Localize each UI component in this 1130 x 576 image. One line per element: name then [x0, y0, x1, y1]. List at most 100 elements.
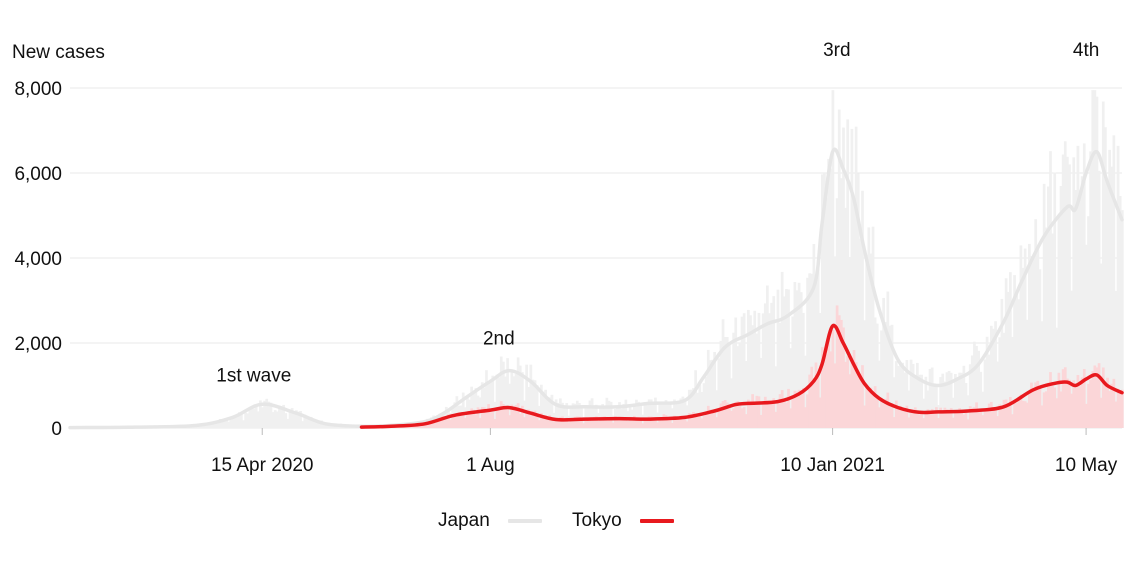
daily-bar: [556, 420, 560, 428]
wave-label: 1st wave: [216, 365, 291, 386]
wave-annotations: 1st wave 2nd 3rd 4th: [216, 40, 1099, 386]
daily-bar: [759, 414, 763, 428]
daily-bar: [873, 317, 877, 428]
daily-bar: [516, 403, 520, 428]
daily-bar: [1015, 291, 1019, 428]
daily-bar: [787, 388, 790, 428]
daily-bar: [852, 350, 856, 428]
daily-bar: [723, 337, 727, 428]
daily-bar: [772, 398, 776, 428]
daily-bar: [983, 359, 987, 428]
daily-bar: [732, 408, 735, 428]
daily-bar: [1089, 379, 1092, 428]
daily-bar: [1061, 154, 1065, 428]
daily-bar: [816, 373, 820, 428]
daily-bar: [307, 418, 311, 428]
daily-bar: [920, 374, 923, 428]
daily-bar: [985, 410, 989, 428]
daily-bar: [742, 407, 746, 428]
daily-bar: [1099, 397, 1103, 428]
daily-bar: [280, 408, 283, 428]
daily-bar: [785, 402, 788, 428]
daily-bar: [806, 277, 809, 428]
daily-bar: [248, 408, 252, 428]
daily-bar: [1114, 290, 1118, 428]
daily-bar: [499, 356, 503, 428]
daily-bar: [941, 373, 945, 428]
daily-bar: [812, 378, 816, 428]
daily-bar: [284, 413, 288, 428]
daily-bar: [1027, 393, 1031, 428]
daily-bar: [856, 375, 860, 428]
daily-bar: [677, 400, 681, 428]
daily-bar: [692, 388, 695, 428]
daily-bar: [542, 391, 545, 428]
daily-bar: [1066, 378, 1069, 428]
daily-bar: [1116, 145, 1120, 428]
daily-bar: [1074, 387, 1078, 428]
daily-bar: [804, 355, 807, 428]
daily-bar: [839, 319, 843, 428]
daily-bar: [578, 402, 581, 428]
daily-bar: [766, 285, 769, 428]
daily-bar: [797, 389, 801, 428]
daily-bars: [68, 90, 1124, 429]
daily-bar: [611, 422, 615, 428]
daily-bar: [947, 370, 951, 428]
daily-bar: [436, 419, 440, 428]
daily-bar: [618, 419, 621, 428]
daily-bar: [584, 417, 588, 428]
daily-bar: [791, 398, 795, 428]
daily-bar: [229, 419, 233, 428]
daily-bar: [1011, 414, 1014, 428]
daily-bar: [565, 417, 569, 428]
daily-bar: [1097, 170, 1101, 428]
daily-bar: [1097, 363, 1101, 428]
daily-bar: [493, 419, 497, 428]
daily-bar: [1068, 379, 1071, 428]
daily-bar: [687, 389, 691, 428]
daily-bar: [472, 409, 476, 428]
daily-bar: [1004, 278, 1008, 428]
daily-bar: [649, 416, 653, 428]
daily-bar: [949, 408, 953, 428]
daily-bar: [960, 372, 964, 428]
daily-bar: [527, 409, 531, 428]
daily-bar: [930, 408, 934, 428]
daily-bar: [966, 419, 970, 428]
daily-bar: [941, 413, 945, 428]
daily-bar: [725, 402, 729, 428]
daily-bar: [945, 372, 949, 428]
daily-bar: [654, 397, 657, 428]
daily-bar: [1089, 151, 1092, 428]
daily-bar: [869, 387, 873, 428]
daily-bar: [827, 333, 831, 428]
daily-bar: [998, 404, 1002, 428]
daily-bar: [668, 402, 672, 428]
daily-bar: [1008, 272, 1012, 428]
daily-bar: [506, 358, 509, 428]
daily-bar: [814, 362, 818, 428]
daily-bar: [1085, 244, 1088, 428]
daily-bar: [774, 411, 778, 428]
daily-bar: [495, 407, 499, 428]
daily-bar: [1017, 299, 1021, 428]
daily-bar: [732, 332, 735, 428]
daily-bar: [793, 282, 797, 428]
daily-bar: [601, 404, 604, 428]
daily-bar: [501, 361, 505, 428]
daily-bar: [546, 399, 550, 428]
daily-bar: [664, 400, 668, 428]
daily-bar: [751, 394, 754, 428]
daily-bar: [747, 399, 750, 428]
daily-bar: [1112, 378, 1116, 428]
daily-bar: [622, 418, 626, 428]
daily-bar: [470, 386, 474, 428]
daily-bar: [497, 377, 501, 428]
daily-bar: [1040, 321, 1044, 428]
daily-bar: [768, 313, 771, 428]
daily-bar: [1038, 385, 1042, 428]
daily-bar: [1059, 391, 1063, 428]
daily-bar: [322, 422, 326, 428]
daily-bar: [1002, 399, 1006, 428]
